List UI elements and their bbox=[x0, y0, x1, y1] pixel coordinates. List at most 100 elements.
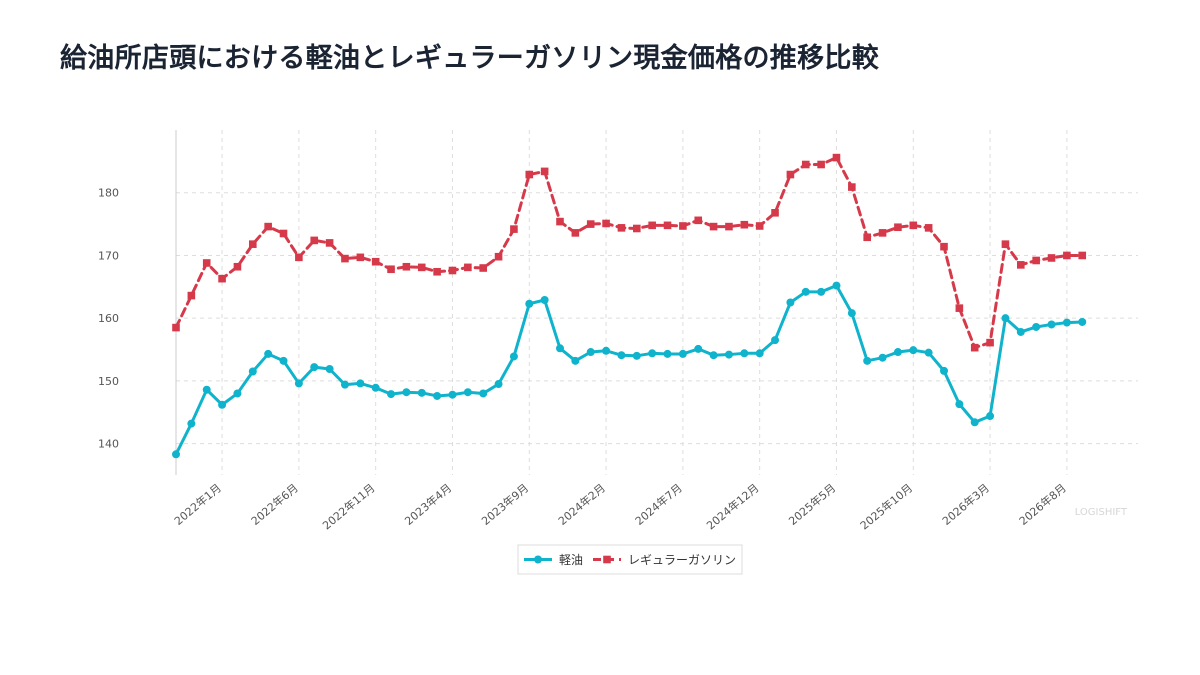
diesel-data-point bbox=[202, 385, 211, 394]
diesel-data-point bbox=[740, 349, 749, 358]
diesel-data-point bbox=[172, 450, 180, 459]
regular-data-point bbox=[249, 240, 257, 248]
diesel-data-point bbox=[694, 344, 703, 353]
regular-data-point bbox=[801, 160, 810, 169]
regular-data-point bbox=[617, 224, 626, 232]
regular-data-point bbox=[894, 223, 902, 232]
x-tick-label: 2024年12月 bbox=[704, 481, 762, 533]
regular-data-point bbox=[740, 220, 749, 229]
regular-data-point bbox=[387, 265, 395, 274]
diesel-data-point bbox=[218, 400, 227, 409]
diesel-data-point bbox=[1001, 314, 1010, 323]
regular-data-point bbox=[1078, 251, 1087, 260]
regular-data-point bbox=[955, 304, 964, 312]
x-tick-label: 2026年3月 bbox=[939, 481, 992, 528]
diesel-data-point bbox=[771, 336, 780, 345]
regular-data-point bbox=[325, 239, 334, 247]
regular-data-point bbox=[1047, 254, 1056, 262]
diesel-data-point bbox=[924, 348, 933, 357]
regular-data-point bbox=[417, 263, 426, 272]
x-tick-label: 2025年10月 bbox=[857, 481, 915, 533]
x-tick-label: 2025年5月 bbox=[786, 481, 839, 528]
regular-data-point bbox=[464, 263, 472, 272]
regular-data-point bbox=[1017, 261, 1025, 269]
regular-data-point bbox=[295, 253, 303, 262]
regular-data-point bbox=[648, 221, 656, 230]
regular-data-point bbox=[786, 170, 795, 179]
diesel-data-point bbox=[663, 349, 672, 358]
diesel-data-point bbox=[371, 383, 380, 392]
diesel-data-point bbox=[832, 281, 841, 290]
regular-data-point bbox=[264, 222, 272, 231]
regular-data-point bbox=[940, 242, 948, 251]
regular-data-point bbox=[218, 274, 226, 283]
diesel-data-point bbox=[1016, 327, 1025, 336]
legend-box bbox=[517, 544, 743, 575]
diesel-data-point bbox=[847, 309, 856, 318]
diesel-data-point bbox=[310, 363, 319, 372]
regular-data-point bbox=[202, 259, 211, 267]
x-tick-label: 2022年6月 bbox=[248, 481, 301, 528]
diesel-data-point bbox=[264, 349, 273, 358]
regular-data-point bbox=[341, 254, 349, 263]
diesel-data-point bbox=[294, 379, 303, 388]
regular-data-point bbox=[540, 167, 549, 176]
diesel-data-point bbox=[893, 348, 902, 357]
regular-data-point bbox=[433, 267, 441, 276]
legend: 軽油 レギュラーガソリン bbox=[517, 544, 743, 575]
watermark-text: LOGISHIFT bbox=[1075, 507, 1128, 518]
regular-series-line bbox=[174, 156, 1084, 350]
regular-data-point bbox=[633, 224, 641, 233]
regular-data-point bbox=[279, 229, 288, 238]
x-tick-label: 2026年8月 bbox=[1016, 481, 1069, 528]
diesel-data-point bbox=[1078, 317, 1087, 326]
diesel-data-point bbox=[448, 390, 457, 399]
x-tick-label: 2023年9月 bbox=[479, 481, 532, 528]
diesel-data-point bbox=[417, 388, 426, 397]
diesel-data-point bbox=[817, 287, 826, 296]
legend-diesel-label: 軽油 bbox=[559, 553, 583, 567]
y-tick-label: 180 bbox=[98, 187, 119, 200]
y-tick-label: 140 bbox=[98, 438, 119, 451]
diesel-data-point bbox=[863, 356, 872, 365]
regular-data-point bbox=[233, 262, 242, 271]
diesel-data-point bbox=[525, 299, 534, 308]
y-tick-label: 160 bbox=[98, 312, 119, 325]
diesel-data-point bbox=[602, 346, 611, 355]
x-tick-label: 2024年2月 bbox=[555, 481, 608, 528]
regular-data-point bbox=[571, 229, 580, 237]
diesel-data-point bbox=[248, 367, 257, 376]
legend-regular-marker bbox=[603, 555, 611, 564]
regular-data-point bbox=[832, 153, 841, 162]
regular-data-point bbox=[1063, 251, 1071, 260]
legend-regular-label: レギュラーガソリン bbox=[628, 553, 736, 567]
diesel-data-point bbox=[786, 298, 795, 307]
diesel-data-point bbox=[325, 364, 334, 373]
regular-data-point bbox=[863, 233, 871, 242]
regular-data-point bbox=[848, 183, 856, 191]
regular-data-point bbox=[402, 262, 411, 271]
diesel-data-point bbox=[540, 295, 549, 304]
diesel-data-point bbox=[940, 366, 948, 375]
regular-data-point bbox=[556, 217, 564, 226]
diesel-data-point bbox=[586, 348, 595, 357]
regular-data-point bbox=[602, 219, 610, 228]
diesel-data-point bbox=[463, 388, 472, 397]
diesel-data-point bbox=[402, 388, 411, 397]
diesel-data-point bbox=[356, 379, 365, 388]
x-tick-label: 2022年1月 bbox=[171, 481, 224, 528]
x-tick-label: 2023年4月 bbox=[402, 481, 455, 528]
regular-data-point bbox=[679, 222, 687, 230]
diesel-data-point bbox=[279, 356, 288, 365]
diesel-data-point bbox=[724, 350, 733, 359]
chart-title: 給油所店頭における軽油とレギュラーガソリン現金価格の推移比較 bbox=[60, 43, 879, 74]
diesel-data-point bbox=[678, 349, 687, 358]
regular-data-point bbox=[187, 291, 196, 300]
diesel-data-point bbox=[509, 352, 518, 361]
regular-data-point bbox=[878, 229, 887, 237]
regular-data-point bbox=[924, 224, 933, 232]
diesel-data-point bbox=[187, 419, 196, 428]
diesel-data-point bbox=[387, 390, 396, 399]
